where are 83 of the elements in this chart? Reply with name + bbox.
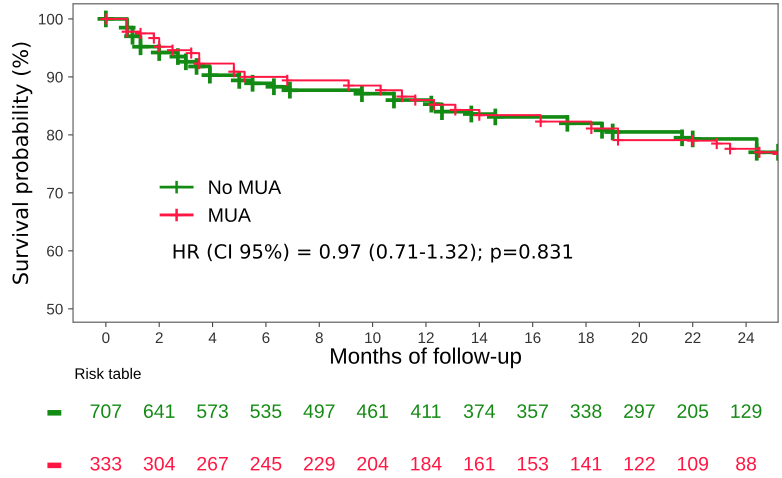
text: 205 (677, 404, 708, 418)
text: 338 (570, 404, 602, 418)
x-tick-label: 20 (632, 332, 648, 344)
point (166, 44, 180, 57)
text: 374 (464, 404, 495, 418)
point (99, 12, 112, 26)
text: 641 (144, 404, 174, 418)
text: 109 (678, 456, 708, 471)
point (611, 133, 625, 147)
x-tick-label: 22 (685, 332, 700, 343)
point (200, 64, 220, 86)
text: 707 (90, 404, 122, 418)
text: 304 (144, 456, 175, 471)
text: 573 (197, 404, 228, 418)
y-tick-label: 80 (46, 130, 63, 141)
point (120, 25, 134, 38)
point (557, 113, 578, 134)
x-tick-label: 10 (365, 332, 381, 344)
x-tick-label: 8 (316, 332, 323, 344)
point (280, 74, 294, 87)
point (238, 70, 252, 84)
point (342, 78, 356, 92)
point (427, 98, 441, 112)
point (184, 46, 198, 60)
y-tick-label: 90 (47, 72, 63, 83)
legend-label: MUA (209, 208, 251, 222)
point (280, 80, 300, 100)
annotation: HR (CI 95%) = 0.97 (0.71-1.32); p=0.831 (174, 244, 572, 263)
point (408, 93, 422, 107)
text: 461 (356, 404, 388, 418)
text: 333 (90, 456, 122, 471)
point (134, 26, 148, 40)
text: 184 (411, 456, 442, 471)
point (395, 90, 409, 104)
x-tick-label: 14 (472, 332, 488, 343)
point (147, 31, 160, 45)
text: 153 (518, 456, 548, 471)
text: 129 (731, 404, 762, 418)
text: 497 (303, 404, 335, 418)
x-tick-label: 18 (578, 332, 594, 344)
x-tick-label: 0 (102, 332, 110, 344)
point (152, 40, 166, 54)
x-tick-label: 24 (738, 332, 754, 343)
text: 245 (250, 456, 282, 471)
y-tick-label: 60 (47, 246, 63, 257)
point (192, 56, 206, 70)
x-tick-label: 16 (525, 332, 540, 344)
text: 535 (250, 404, 282, 418)
point (752, 146, 766, 159)
point (130, 36, 151, 57)
text: 229 (304, 456, 335, 471)
point (264, 76, 284, 97)
x-tick-label: 12 (418, 332, 434, 343)
point (374, 84, 388, 97)
x-tick-label: 6 (262, 332, 270, 344)
point (534, 114, 548, 128)
text: 357 (517, 404, 548, 418)
point (186, 56, 207, 77)
point (686, 134, 700, 148)
x-tick-label: 4 (208, 332, 216, 343)
y-tick-label: 70 (47, 188, 63, 199)
point (448, 103, 462, 117)
point (485, 106, 506, 128)
text: 122 (624, 456, 655, 470)
point (242, 73, 263, 94)
legend-label: No MUA (209, 180, 282, 194)
text: 267 (197, 456, 228, 471)
point (723, 142, 737, 156)
y-axis-title: Survival probability (%) (12, 42, 32, 284)
text: 88 (736, 456, 756, 471)
text: 297 (624, 404, 655, 418)
text: Risk table (76, 368, 141, 380)
text: 161 (464, 456, 495, 471)
y-tick-label: 100 (38, 14, 63, 25)
point (710, 136, 724, 150)
x-tick-label: 2 (156, 332, 163, 343)
y-tick-label: 50 (46, 304, 63, 315)
point (472, 108, 486, 122)
text: 204 (357, 456, 388, 471)
text: 141 (571, 457, 602, 470)
x-axis-title: Months of follow-up (331, 348, 521, 368)
point (227, 65, 240, 78)
text: 411 (410, 404, 441, 418)
